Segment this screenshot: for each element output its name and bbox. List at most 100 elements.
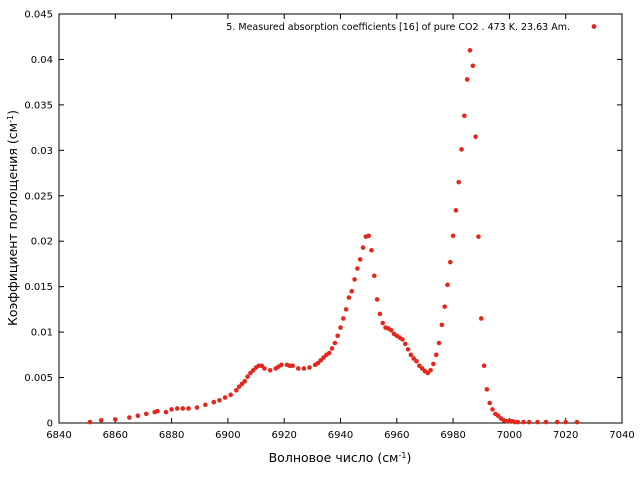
data-point (450, 233, 456, 239)
data-point (211, 399, 217, 405)
data-point (163, 409, 169, 415)
data-point (329, 346, 335, 351)
data-point (352, 277, 357, 282)
data-point (349, 288, 355, 294)
data-point (360, 245, 366, 250)
data-point (217, 397, 222, 403)
data-point (155, 408, 160, 414)
data-point (186, 406, 191, 411)
data-point (431, 361, 436, 367)
data-point (222, 395, 228, 400)
data-point (369, 248, 374, 253)
data-point (467, 48, 473, 53)
data-point (414, 358, 419, 364)
data-point (484, 387, 490, 392)
data-point (470, 63, 476, 69)
data-point (473, 134, 478, 139)
data-point (402, 341, 408, 347)
x-tick-label: 6860 (103, 430, 128, 441)
data-point (521, 419, 526, 425)
data-point (400, 337, 405, 342)
x-tick-label: 6960 (384, 430, 409, 441)
x-tick-label: 6900 (215, 430, 240, 441)
data-point (301, 366, 307, 371)
data-point (127, 415, 132, 420)
data-point (374, 297, 380, 302)
data-point (357, 257, 363, 262)
data-point (87, 419, 93, 425)
y-tick-label: 0.01 (31, 328, 53, 339)
legend: 5. Measured absorption coefficients [16]… (226, 22, 597, 33)
data-point (445, 282, 450, 288)
data-point (490, 407, 495, 412)
y-tick-label: 0.035 (24, 100, 53, 111)
x-axis-title-text: Волновое число (см (269, 450, 399, 465)
data-point (377, 311, 383, 317)
data-point (543, 419, 549, 425)
data-point (481, 363, 487, 369)
x-axis-title-sup: -1 (399, 451, 407, 460)
data-point (326, 350, 332, 356)
legend-marker (591, 24, 597, 29)
y-axis-title-sup: -1 (6, 115, 15, 123)
data-point (535, 419, 540, 425)
data-point (574, 419, 580, 425)
y-axis-title: Коэффициент поглощения (см-1) (5, 110, 20, 326)
data-point (335, 333, 340, 339)
data-point (388, 327, 394, 333)
data-point (98, 417, 104, 423)
data-point (242, 378, 248, 384)
series-points (87, 48, 580, 425)
data-point (554, 419, 560, 425)
data-point (245, 374, 250, 379)
data-point (234, 387, 239, 393)
data-point (459, 147, 464, 152)
y-axis-title-text: Коэффициент поглощения (см (5, 123, 20, 326)
data-point (194, 405, 200, 410)
x-tick-label: 6880 (159, 430, 184, 441)
data-point (366, 233, 371, 239)
data-point (113, 417, 118, 422)
x-tick-label: 7020 (553, 430, 578, 441)
data-point (408, 352, 414, 358)
data-point (487, 400, 492, 406)
data-point (442, 304, 447, 309)
x-tick-label: 7040 (609, 430, 634, 441)
data-point (447, 259, 453, 265)
y-tick-label: 0.03 (31, 146, 53, 157)
data-point (341, 316, 346, 321)
x-tick-label: 6980 (440, 430, 465, 441)
y-tick-label: 0.005 (24, 373, 53, 384)
data-point (526, 419, 532, 425)
data-point (279, 362, 284, 368)
data-point (436, 340, 442, 346)
y-tick-label: 0 (47, 419, 53, 430)
data-point (380, 320, 386, 326)
data-point (295, 366, 301, 371)
data-point (456, 179, 462, 185)
data-point (371, 273, 377, 279)
x-tick-label: 7000 (497, 430, 522, 441)
data-point (433, 352, 439, 358)
data-point (428, 367, 433, 373)
data-point (515, 419, 521, 425)
data-point (332, 340, 338, 346)
data-point (262, 366, 267, 371)
data-point (405, 347, 411, 352)
y-axis: 0 0.005 0.01 0.015 0.02 0.025 0.03 0.035 0.04 0.0… (24, 10, 622, 430)
data-point (169, 407, 174, 412)
x-tick-label: 6840 (46, 430, 71, 441)
data-point (346, 295, 352, 300)
data-point (307, 365, 312, 370)
data-point (228, 392, 234, 398)
data-point (355, 266, 360, 271)
y-tick-label: 0.02 (31, 237, 53, 248)
data-point (476, 234, 481, 239)
data-point (290, 363, 295, 369)
y-tick-label: 0.045 (24, 10, 53, 21)
data-point (439, 322, 445, 328)
data-point (563, 419, 568, 425)
